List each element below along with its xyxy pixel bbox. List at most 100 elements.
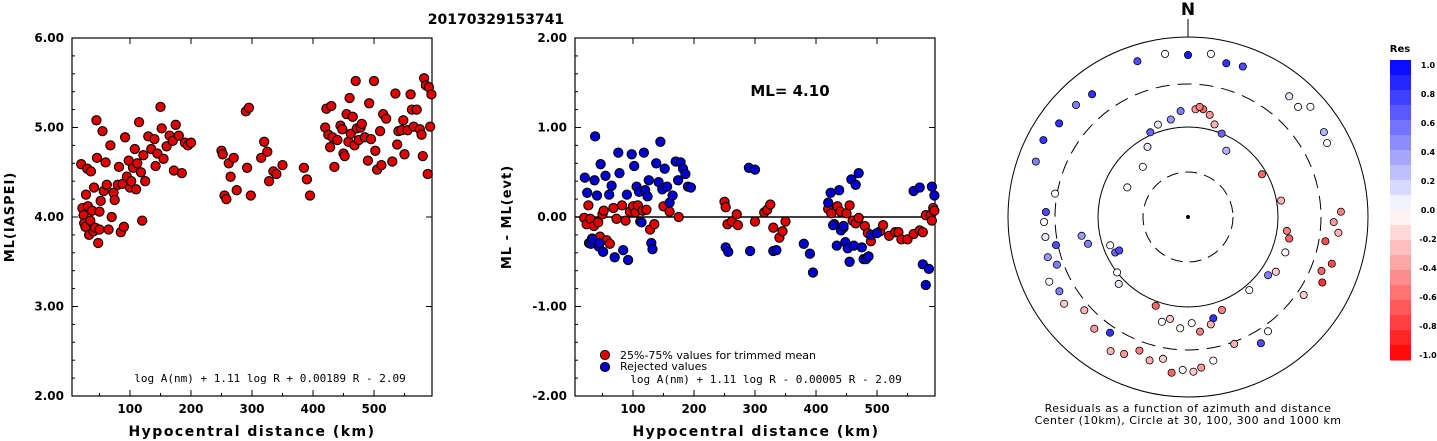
polar-plot: N Residuals as a function of azimuth and…	[1007, 0, 1369, 427]
left-plot-point	[231, 185, 242, 196]
left-plot-point	[103, 224, 114, 235]
middle-plot-point	[622, 254, 634, 266]
colorbar-tick-label: 0.8	[1421, 90, 1436, 99]
left-plot-formula: log A(nm) + 1.11 log R + 0.00189 R - 2.0…	[134, 372, 406, 385]
left-plot-point	[137, 215, 148, 226]
left-plot-point	[149, 133, 160, 145]
polar-point	[1166, 115, 1175, 124]
left-plot-point	[259, 136, 270, 147]
polar-point	[1151, 301, 1160, 310]
polar-point	[1299, 290, 1308, 299]
colorbar-tick-label: 0.4	[1421, 148, 1436, 157]
polar-point	[1088, 90, 1097, 99]
polar-point	[1133, 57, 1142, 66]
colorbar-cell	[1390, 330, 1411, 346]
left-plot-point	[362, 155, 374, 166]
left-plot-point	[347, 111, 358, 122]
polar-point	[1040, 217, 1049, 226]
middle-plot-point	[621, 189, 633, 200]
polar-point	[1114, 279, 1123, 288]
middle-plot-point	[608, 202, 619, 214]
left-plot-ytick-label: 4.00	[34, 210, 64, 224]
left-plot-ytick-label: 3.00	[34, 300, 64, 314]
polar-point	[1187, 319, 1196, 328]
polar-point	[1222, 146, 1231, 155]
left-plot-point	[91, 152, 103, 164]
polar-point	[1077, 231, 1086, 240]
colorbar-cell	[1390, 285, 1411, 301]
left-plot-point	[241, 162, 253, 173]
left-plot-point	[304, 190, 316, 201]
middle-plot-point	[871, 227, 883, 239]
polar-point	[1166, 314, 1175, 323]
left-plot-ytick-label: 6.00	[34, 31, 64, 45]
left-plot-point	[417, 150, 428, 162]
polar-point	[1245, 286, 1254, 295]
middle-plot-point	[844, 256, 855, 267]
middle-plot-point	[647, 244, 658, 255]
left-plot-point	[344, 92, 355, 104]
middle-plot-points	[579, 131, 940, 291]
left-plot-point	[399, 149, 410, 160]
polar-point	[1264, 327, 1273, 336]
polar-point	[1084, 239, 1093, 248]
left-plot-point	[173, 130, 184, 141]
middle-plot-point	[844, 200, 855, 211]
left-plot-point	[422, 168, 433, 180]
left-plot-point	[368, 75, 380, 87]
polar-point	[1055, 287, 1064, 296]
left-plot-point	[133, 116, 145, 128]
middle-plot-point	[593, 217, 604, 228]
middle-plot-point	[731, 209, 742, 220]
colorbar-cell	[1390, 105, 1411, 121]
polar-point	[1285, 92, 1294, 101]
left-plot-xtick-label: 500	[362, 402, 387, 416]
polar-point	[1161, 49, 1170, 58]
middle-plot-point	[720, 202, 731, 213]
left-plot-point	[156, 123, 167, 134]
middle-plot-point	[777, 226, 788, 237]
left-plot-point	[256, 152, 267, 164]
middle-plot-xtick-label: 400	[803, 402, 828, 416]
polar-point	[1113, 268, 1122, 277]
left-plot-ytick-label: 5.00	[34, 121, 64, 135]
left-plot-point	[185, 137, 197, 148]
left-plot-point	[263, 176, 275, 187]
middle-plot-point	[926, 181, 938, 192]
polar-point	[1167, 368, 1176, 377]
polar-point	[1238, 62, 1247, 71]
middle-plot-point	[664, 206, 675, 217]
colorbar-cell	[1390, 345, 1411, 361]
left-plot-point	[364, 98, 375, 109]
polar-point	[1189, 367, 1198, 376]
middle-plot-point	[604, 238, 615, 249]
polar-point	[1294, 102, 1303, 111]
middle-plot-point	[609, 252, 620, 263]
middle-plot-point	[626, 149, 637, 160]
middle-plot-point	[606, 180, 617, 191]
middle-plot-point	[780, 216, 791, 227]
left-plot-point	[245, 190, 256, 201]
circle-300km	[1054, 83, 1322, 351]
middle-plot-point	[807, 267, 819, 278]
middle-plot-point	[863, 251, 874, 262]
left-plot-point	[150, 160, 161, 172]
polar-point	[1135, 346, 1144, 355]
left-plot-point	[221, 193, 232, 205]
colorbar-cell	[1390, 225, 1411, 241]
polar-point	[1321, 237, 1330, 246]
left-plot-point	[109, 194, 120, 206]
left-plot-point	[411, 104, 422, 115]
middle-plot-point	[926, 215, 938, 226]
polar-point	[1106, 241, 1115, 250]
colorbar-cell	[1390, 210, 1411, 226]
polar-caption-line2: Center (10km), Circle at 30, 100, 300 an…	[1035, 414, 1342, 427]
middle-plot-point	[583, 200, 594, 211]
middle-plot-point	[636, 217, 647, 228]
colorbar-tick-label: 0.0	[1421, 206, 1436, 215]
left-plot-point	[365, 133, 377, 145]
polar-point	[1176, 107, 1185, 116]
polar-point	[1205, 110, 1214, 119]
middle-plot-point	[641, 204, 652, 215]
